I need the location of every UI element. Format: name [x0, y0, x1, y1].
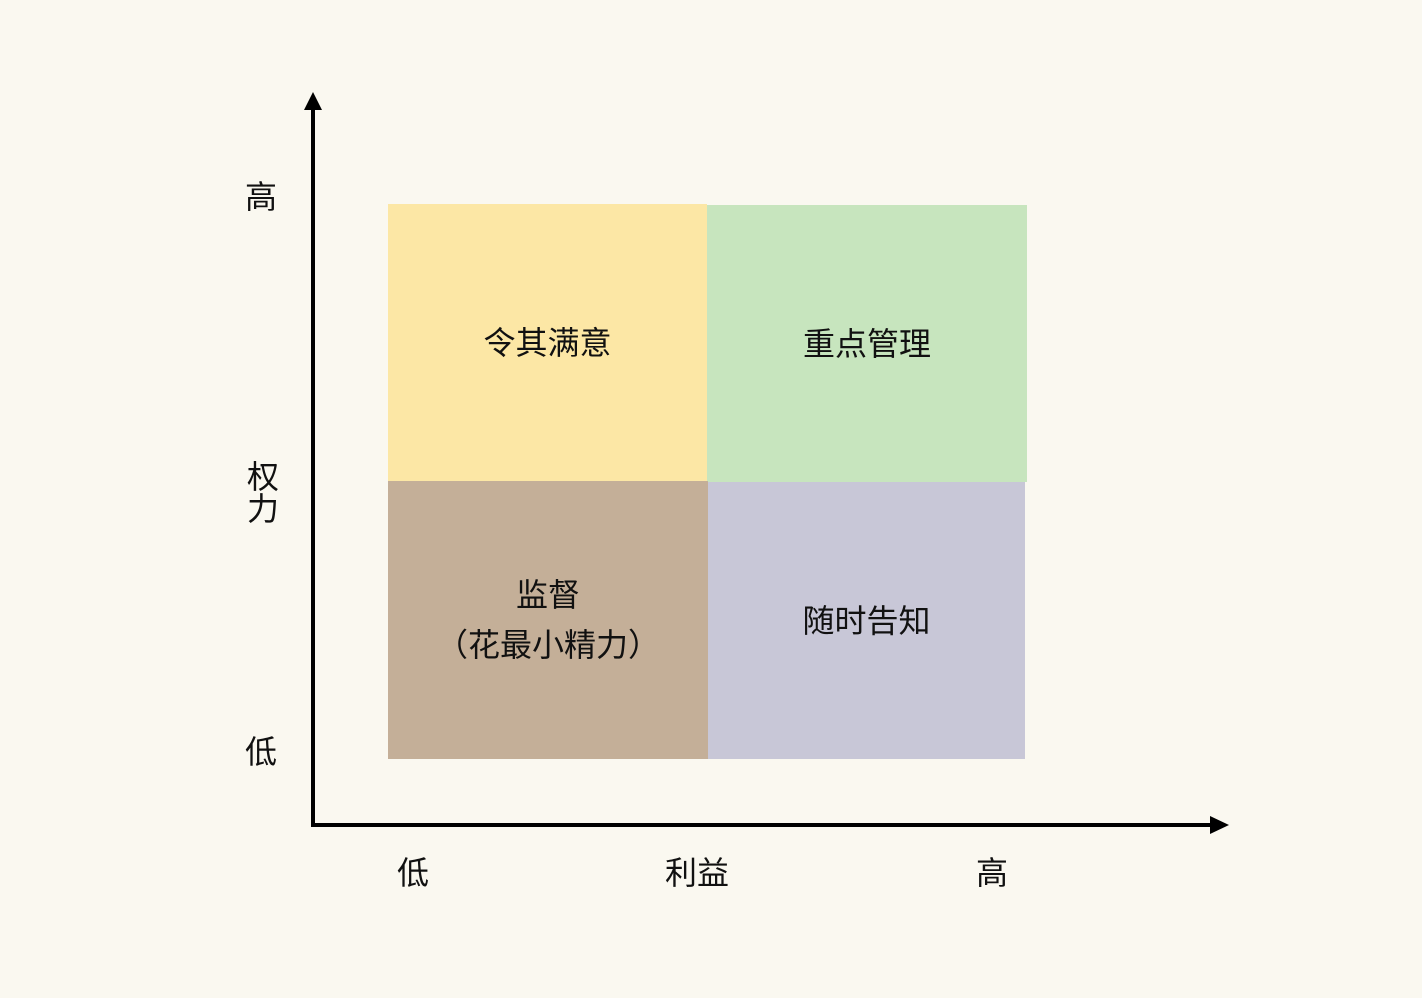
quadrant-label: 令其满意 [483, 323, 612, 362]
x-axis-label: 利益 [664, 854, 730, 892]
quadrant-keep-informed: 随时告知 [708, 482, 1025, 759]
x-axis-high: 高 [975, 854, 1009, 892]
quadrant-sublabel: （花最小精力） [435, 626, 660, 664]
quadrant-label: 随时告知 [802, 601, 931, 640]
y-axis-high: 高 [244, 178, 278, 216]
x-axis-low: 低 [396, 854, 430, 892]
quadrant-keep-satisfied: 令其满意 [388, 204, 707, 481]
y-axis-label: 权力 [242, 460, 280, 524]
quadrant-monitor: 监督 （花最小精力） [388, 481, 708, 759]
y-axis-arrow-icon [304, 92, 322, 110]
x-axis-arrow-icon [1210, 816, 1229, 834]
quadrant-label: 监督 [515, 576, 580, 614]
quadrant-label: 重点管理 [802, 324, 931, 363]
y-axis-low: 低 [244, 733, 278, 771]
quadrant-manage-closely: 重点管理 [707, 205, 1027, 482]
